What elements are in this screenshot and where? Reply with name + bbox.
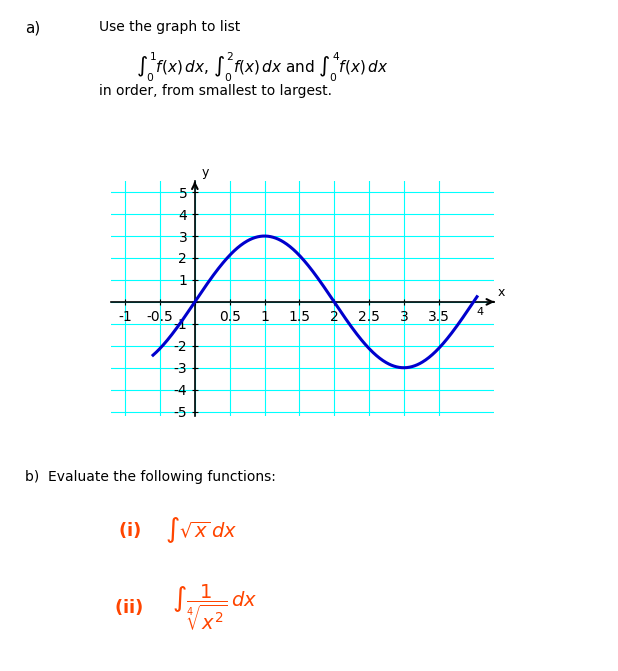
Text: in order, from smallest to largest.: in order, from smallest to largest.: [99, 84, 332, 98]
Text: y: y: [202, 166, 209, 179]
Text: $\mathbf{(ii)}$: $\mathbf{(ii)}$: [114, 597, 144, 617]
Text: $\int \dfrac{1}{\sqrt[4]{x^2}}\,dx$: $\int \dfrac{1}{\sqrt[4]{x^2}}\,dx$: [172, 582, 257, 632]
Text: $\int_0^1 f(x)\,dx$, $\int_0^2 f(x)\,dx$ and $\int_0^4 f(x)\,dx$: $\int_0^1 f(x)\,dx$, $\int_0^2 f(x)\,dx$…: [136, 50, 389, 84]
Text: $\mathbf{(i)}$: $\mathbf{(i)}$: [117, 520, 141, 540]
Text: Use the graph to list: Use the graph to list: [99, 20, 240, 34]
Text: 4: 4: [477, 307, 484, 317]
Text: a): a): [25, 20, 40, 35]
Text: x: x: [498, 286, 506, 299]
Text: b)  Evaluate the following functions:: b) Evaluate the following functions:: [25, 470, 276, 484]
Text: $\int \sqrt{x}\,dx$: $\int \sqrt{x}\,dx$: [164, 515, 237, 545]
